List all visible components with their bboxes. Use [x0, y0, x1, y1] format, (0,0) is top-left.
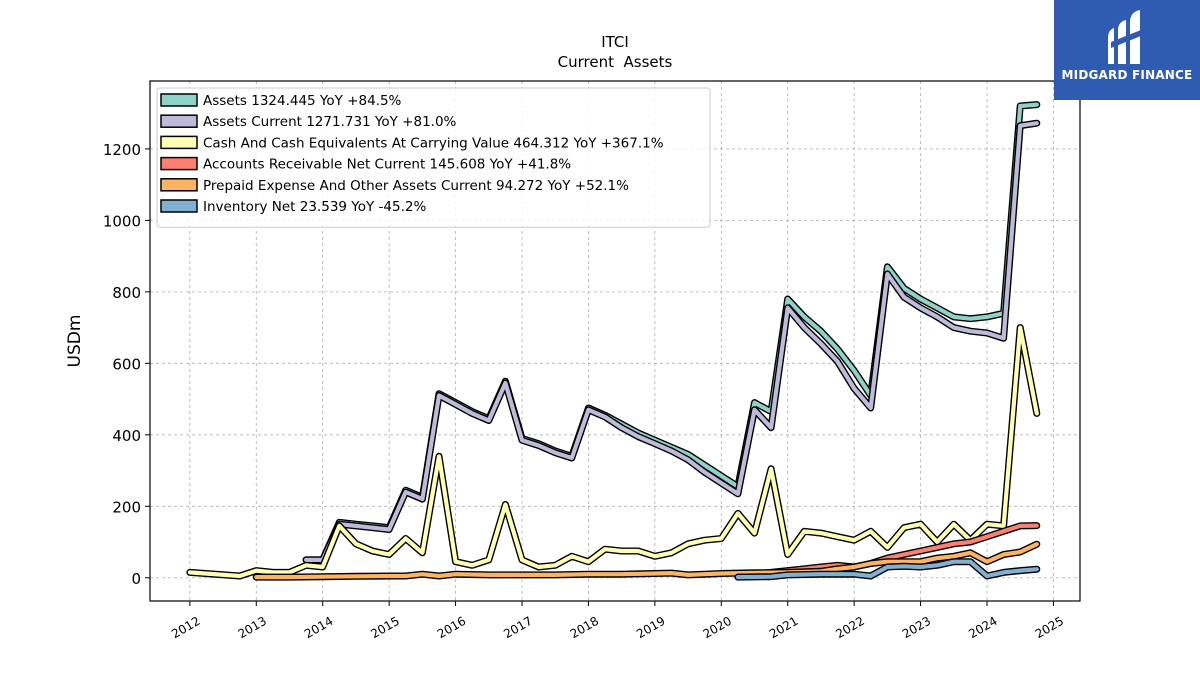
series-line [254, 542, 1039, 580]
x-tick-label: 2020 [701, 614, 734, 641]
series-4 [252, 540, 1041, 581]
y-tick-label: 400 [112, 427, 141, 445]
legend-item: Assets Current 1271.731 YoY +81.0% [160, 114, 457, 130]
y-tick-label: 200 [112, 498, 141, 516]
legend-item: Inventory Net 23.539 YoY -45.2% [160, 199, 426, 215]
x-tick-label: 2021 [767, 614, 800, 641]
logo-mark-icon [1108, 10, 1146, 64]
x-tick-label: 2012 [169, 614, 202, 641]
legend-swatch [160, 135, 198, 150]
y-tick-label: 1200 [103, 141, 141, 159]
x-tick-label: 2024 [966, 614, 999, 641]
x-tick-label: 2025 [1033, 614, 1066, 641]
series-layer [186, 101, 1041, 581]
y-tick-label: 0 [131, 570, 141, 588]
x-tick-label: 2019 [634, 614, 667, 641]
y-tick-label: 1000 [103, 212, 141, 230]
series-2 [186, 324, 1041, 580]
y-tick-label: 800 [112, 284, 141, 302]
y-axis-label: USDm [65, 315, 85, 368]
legend-swatch [160, 93, 198, 107]
legend-label: Prepaid Expense And Other Assets Current… [203, 178, 629, 194]
y-tick-label: 600 [112, 355, 141, 373]
grid [150, 81, 1080, 601]
x-tick-label: 2022 [833, 614, 866, 641]
series-5 [734, 558, 1041, 581]
x-tick-label: 2013 [236, 614, 269, 641]
legend-swatch [160, 178, 198, 192]
legend-box [156, 87, 711, 228]
legend-swatch [160, 114, 198, 128]
plot-frame [149, 80, 1081, 602]
legend-label: Cash And Cash Equivalents At Carrying Va… [203, 135, 664, 151]
legend-item: Prepaid Expense And Other Assets Current… [160, 178, 629, 194]
logo-text: MIDGARD FINANCE [1061, 68, 1193, 82]
x-tick-label: 2023 [900, 614, 933, 641]
legend-item: Accounts Receivable Net Current 145.608 … [160, 156, 571, 173]
x-tick-label: 2016 [435, 614, 468, 641]
chart-title: ITCI [601, 33, 629, 51]
chart-subtitle: Current Assets [558, 53, 673, 71]
legend-item: Cash And Cash Equivalents At Carrying Va… [160, 135, 664, 151]
series-1 [302, 119, 1041, 564]
series-line [735, 559, 1039, 580]
legend-item: Assets 1324.445 YoY +84.5% [160, 93, 402, 109]
legend-label: Assets 1324.445 YoY +84.5% [203, 93, 402, 109]
legend-label: Assets Current 1271.731 YoY +81.0% [203, 114, 457, 130]
legend-swatch [160, 156, 198, 171]
x-tick-label: 2018 [568, 614, 601, 641]
legend-label: Accounts Receivable Net Current 145.608 … [203, 157, 571, 173]
series-line [304, 121, 1039, 563]
x-tick-label: 2017 [501, 614, 534, 641]
series-line [187, 325, 1039, 579]
legend-label: Inventory Net 23.539 YoY -45.2% [203, 199, 426, 215]
legend-swatch [160, 199, 198, 213]
legend: Assets 1324.445 YoY +84.5% Assets Current… [156, 87, 711, 228]
series-line-outline [186, 324, 1041, 580]
x-tick-label: 2015 [368, 614, 401, 641]
x-tick-label: 2014 [302, 614, 335, 641]
brand-logo: MIDGARD FINANCE [1054, 0, 1200, 100]
